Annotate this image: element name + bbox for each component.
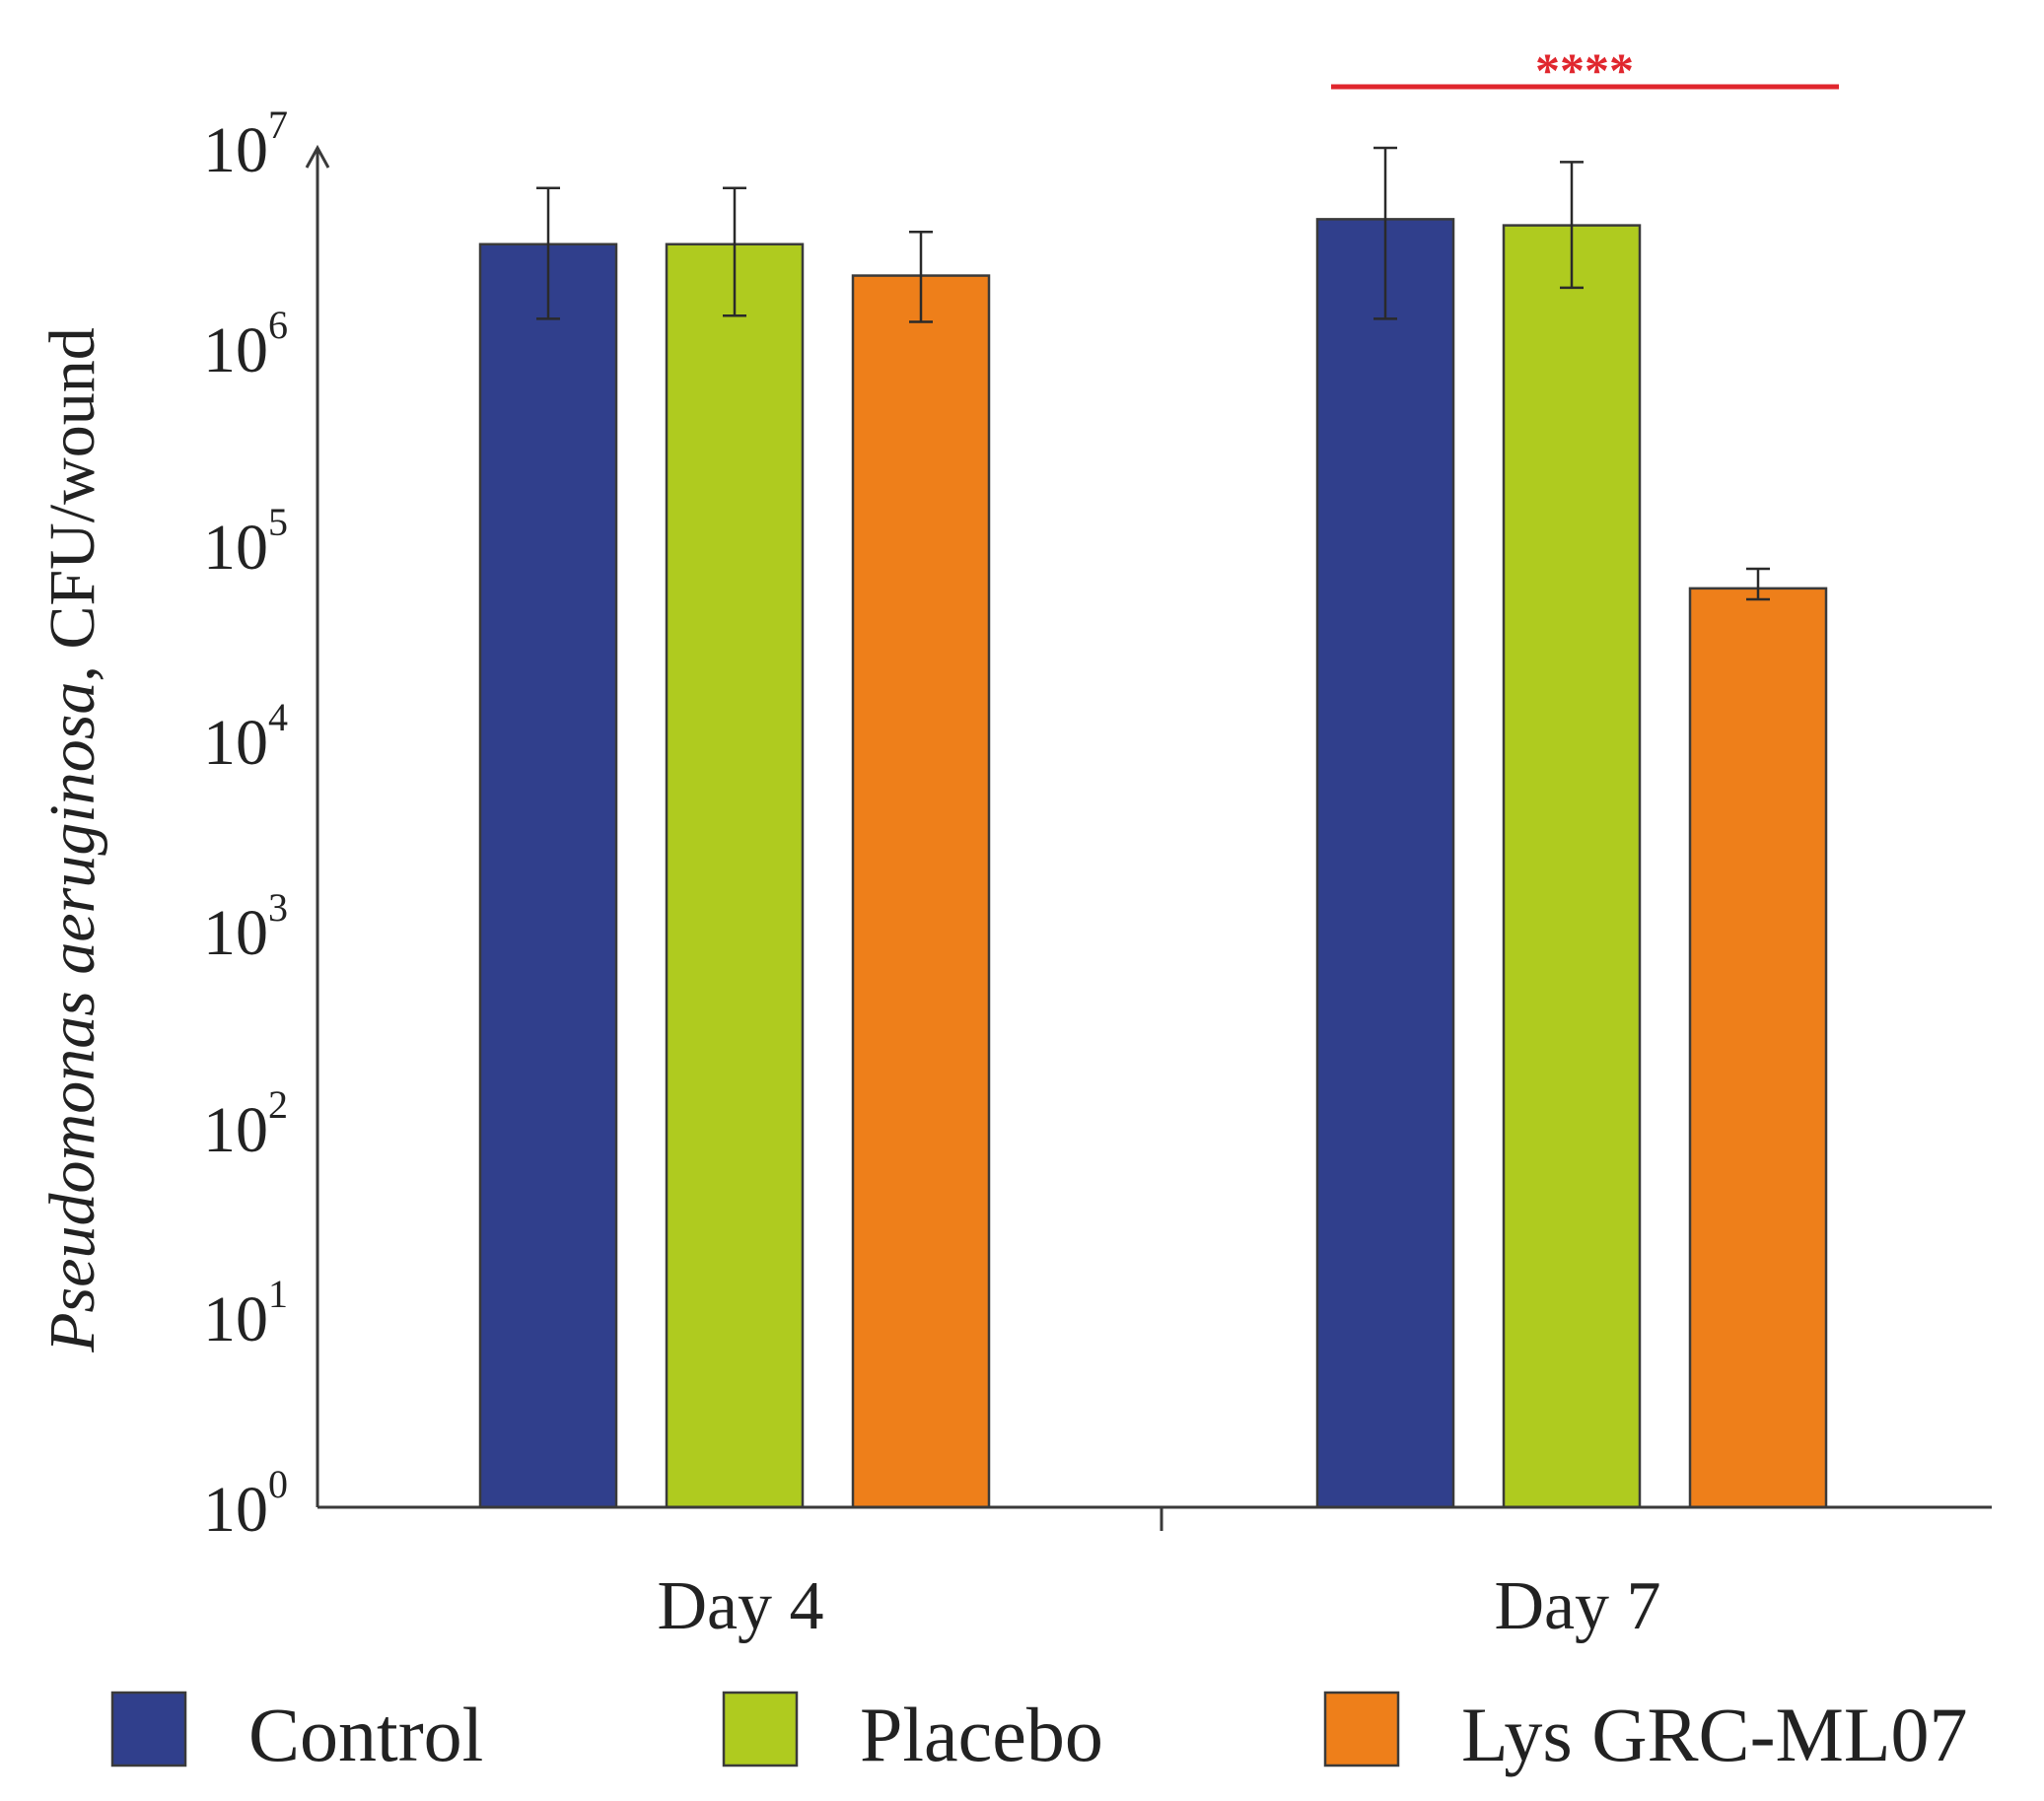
labels-layer: 100 101 102 103 104 105 106 107 Day 4 Day 7 Pseudo… [36, 103, 1661, 1644]
legend-swatch [722, 1691, 799, 1767]
bar-control-day-4 [478, 242, 618, 1509]
bars-layer [478, 218, 1828, 1509]
legend: Control Placebo Lys GRC-ML07 [110, 1691, 1968, 1777]
error-bars-layer [536, 146, 1770, 601]
bar-control-day-7 [1315, 218, 1455, 1509]
annotations-layer: **** [1331, 42, 1839, 98]
y-tick-label: 106 [203, 303, 288, 386]
x-category-label: Day 4 [657, 1568, 823, 1644]
y-tick-label: 100 [203, 1462, 288, 1546]
legend-label: Placebo [860, 1692, 1103, 1777]
legend-swatch [1323, 1691, 1400, 1767]
y-tick-label: 101 [203, 1272, 288, 1355]
axes-layer [305, 144, 1992, 1531]
significance-label: **** [1535, 42, 1634, 98]
bar-placebo-day-4 [665, 242, 805, 1509]
bar-placebo-day-7 [1502, 224, 1642, 1509]
bar-lys-grc-ml07-day-7 [1688, 587, 1828, 1509]
y-axis-arrow-icon [305, 144, 330, 169]
y-tick-label: 107 [203, 103, 288, 186]
y-axis-label: Pseudomonas aeruginosa, CFU/wound [36, 327, 108, 1353]
legend-label: Control [248, 1692, 483, 1777]
bar-lys-grc-ml07-day-4 [851, 274, 991, 1509]
legend-swatch [110, 1691, 187, 1767]
y-tick-label: 104 [203, 695, 288, 779]
y-tick-label: 105 [203, 500, 288, 584]
y-tick-label: 103 [203, 885, 288, 969]
y-tick-label: 102 [203, 1082, 288, 1166]
x-category-label: Day 7 [1494, 1568, 1660, 1644]
legend-label: Lys GRC-ML07 [1461, 1692, 1968, 1777]
